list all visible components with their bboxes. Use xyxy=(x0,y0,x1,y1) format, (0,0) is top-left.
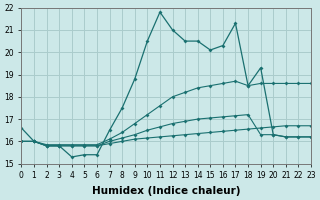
X-axis label: Humidex (Indice chaleur): Humidex (Indice chaleur) xyxy=(92,186,240,196)
